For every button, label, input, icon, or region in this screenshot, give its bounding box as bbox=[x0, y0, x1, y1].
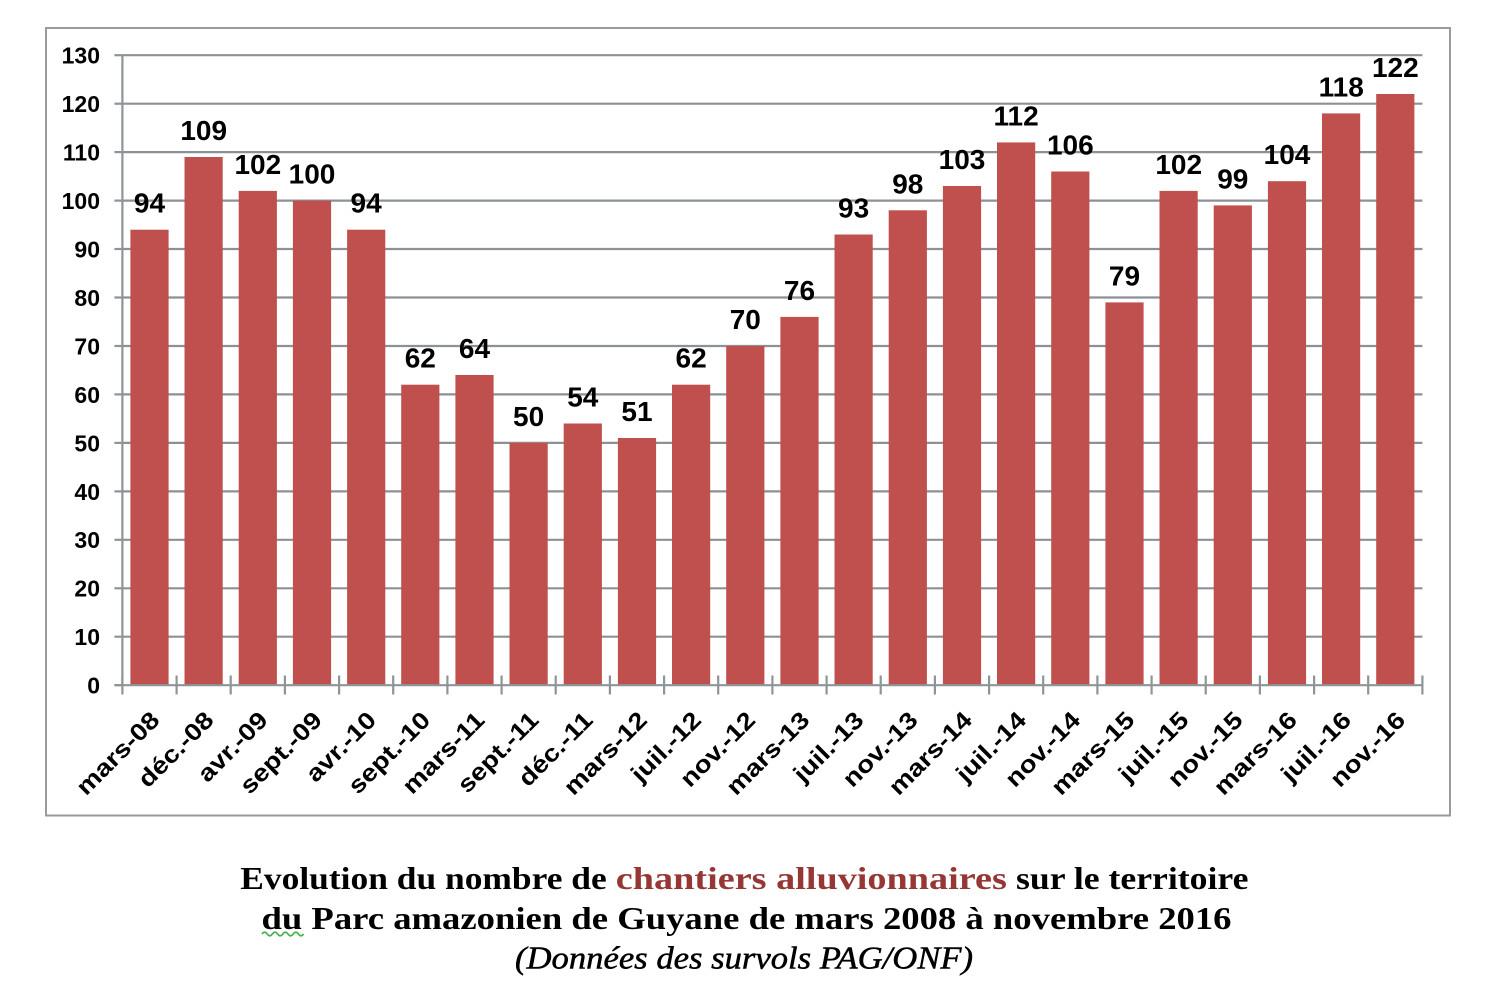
svg-text:60: 60 bbox=[74, 382, 100, 408]
svg-text:122: 122 bbox=[1372, 52, 1419, 83]
svg-text:90: 90 bbox=[74, 236, 100, 262]
svg-text:(Données des survols PAG/ONF): (Données des survols PAG/ONF) bbox=[515, 940, 973, 976]
svg-text:118: 118 bbox=[1319, 71, 1364, 102]
svg-text:40: 40 bbox=[74, 479, 100, 505]
svg-text:130: 130 bbox=[62, 43, 100, 69]
svg-text:112: 112 bbox=[994, 100, 1039, 131]
svg-text:100: 100 bbox=[289, 159, 336, 190]
svg-text:70: 70 bbox=[730, 304, 761, 335]
svg-text:109: 109 bbox=[180, 115, 227, 146]
svg-text:93: 93 bbox=[838, 193, 869, 224]
svg-text:102: 102 bbox=[1155, 149, 1202, 180]
svg-text:du Parc amazonien de Guyane de: du Parc amazonien de Guyane de mars 2008… bbox=[262, 900, 1232, 936]
svg-text:103: 103 bbox=[939, 144, 986, 175]
svg-text:chantiers alluvionnaires: chantiers alluvionnaires bbox=[616, 860, 1007, 896]
svg-text:20: 20 bbox=[74, 576, 100, 602]
svg-text:104: 104 bbox=[1264, 139, 1311, 170]
svg-text:120: 120 bbox=[62, 91, 100, 117]
svg-text:110: 110 bbox=[63, 140, 100, 166]
svg-text:50: 50 bbox=[513, 401, 544, 432]
svg-text:0: 0 bbox=[87, 673, 100, 699]
svg-text:70: 70 bbox=[74, 333, 100, 359]
svg-text:94: 94 bbox=[351, 188, 383, 219]
svg-text:Evolution du nombre de: Evolution du nombre de bbox=[240, 860, 606, 896]
svg-text:62: 62 bbox=[676, 343, 707, 374]
svg-text:54: 54 bbox=[567, 382, 599, 413]
svg-text:102: 102 bbox=[234, 149, 281, 180]
svg-text:99: 99 bbox=[1217, 163, 1248, 194]
svg-text:51: 51 bbox=[621, 396, 652, 427]
svg-text:79: 79 bbox=[1109, 260, 1140, 291]
svg-text:sur le territoire: sur le territoire bbox=[1016, 860, 1248, 896]
svg-text:64: 64 bbox=[459, 333, 491, 364]
svg-text:50: 50 bbox=[74, 430, 100, 456]
svg-text:98: 98 bbox=[892, 168, 923, 199]
svg-text:10: 10 bbox=[74, 624, 100, 650]
svg-text:30: 30 bbox=[74, 527, 100, 553]
svg-text:106: 106 bbox=[1047, 130, 1094, 161]
svg-text:76: 76 bbox=[784, 275, 815, 306]
svg-text:100: 100 bbox=[62, 188, 100, 214]
svg-text:94: 94 bbox=[134, 188, 166, 219]
svg-text:80: 80 bbox=[74, 285, 100, 311]
svg-text:62: 62 bbox=[405, 343, 436, 374]
